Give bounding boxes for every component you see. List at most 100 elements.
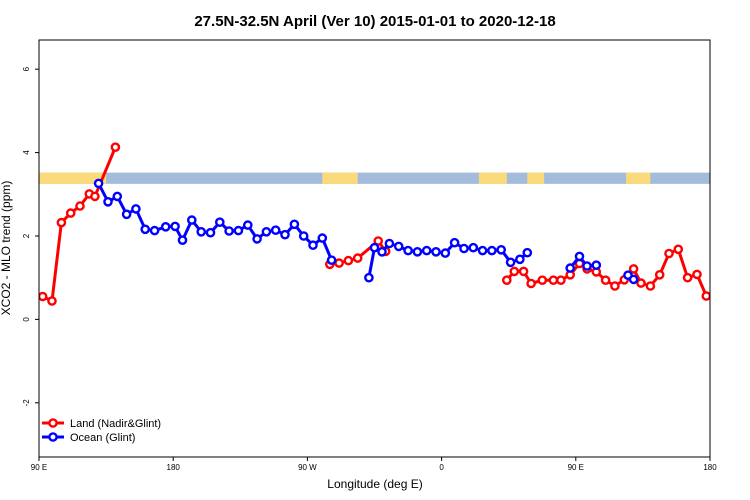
data-point: [377, 246, 387, 257]
data-point: [403, 245, 413, 256]
data-point: [56, 217, 67, 228]
y-axis-label: XCO2 - MLO trend (ppm): [0, 181, 13, 316]
data-point: [636, 278, 646, 288]
legend-label: Ocean (Glint): [70, 432, 135, 444]
series-line: [505, 247, 710, 300]
x-tick-label: 180: [703, 463, 717, 472]
land-ocean-strip: [39, 172, 750, 184]
data-point: [468, 242, 479, 253]
data-point: [90, 191, 100, 202]
x-axis-label: Longitude (deg E): [327, 477, 422, 491]
data-point: [110, 142, 121, 152]
data-point: [556, 275, 566, 286]
land-band: [39, 172, 107, 184]
data-point: [112, 191, 123, 202]
x-tick-label: 0: [439, 463, 444, 472]
x-tick-label: 90 E: [31, 463, 47, 472]
data-point: [487, 245, 497, 256]
data-point: [449, 237, 460, 248]
data-point: [343, 255, 354, 266]
data-point: [270, 225, 281, 235]
data-point: [459, 243, 469, 254]
data-point: [75, 201, 85, 211]
data-point: [654, 269, 665, 280]
x-axis: 90 E 180 90 W 0 90 E 180: [31, 457, 717, 472]
data-point: [431, 246, 441, 257]
x-tick-label: 180: [167, 463, 181, 472]
data-point: [186, 215, 197, 225]
y-axis: -2 0 2 4 6: [22, 66, 39, 406]
data-point: [582, 261, 592, 271]
ocean-band: [39, 172, 710, 184]
series-land: [39, 142, 745, 306]
land-band: [626, 172, 651, 184]
data-point: [352, 253, 363, 263]
data-point: [252, 234, 262, 244]
data-point: [526, 278, 536, 289]
x-tick-label: 90 E: [568, 463, 584, 472]
data-point: [233, 225, 244, 236]
land-band: [527, 172, 545, 184]
data-point: [131, 204, 141, 214]
data-point: [196, 226, 206, 237]
data-point: [364, 272, 374, 283]
data-point: [565, 263, 576, 273]
y-tick-label: 4: [22, 150, 31, 155]
data-point: [600, 275, 611, 286]
data-point: [645, 281, 656, 291]
data-point: [121, 209, 132, 220]
data-point: [205, 227, 216, 238]
data-point: [515, 254, 525, 265]
data-point: [628, 274, 639, 285]
data-point: [477, 245, 488, 256]
data-point: [308, 240, 318, 250]
data-point: [673, 244, 684, 255]
legend: Land (Nadir&Glint) Ocean (Glint): [42, 418, 161, 444]
legend-swatch-marker: [48, 432, 58, 442]
data-point: [440, 248, 451, 258]
data-point: [537, 275, 548, 286]
data-point: [729, 210, 736, 217]
series-layer: [39, 142, 745, 306]
x-tick-label: 90 W: [298, 463, 317, 472]
data-point: [369, 242, 380, 253]
series-ocean: [93, 178, 639, 285]
data-point: [505, 257, 516, 268]
data-point: [682, 272, 693, 283]
plot-frame: [38, 39, 711, 458]
legend-item: Land (Nadir&Glint): [42, 418, 161, 430]
data-point: [65, 208, 76, 218]
data-point: [610, 281, 620, 291]
data-point: [103, 196, 113, 207]
data-point: [509, 266, 520, 277]
data-point: [591, 260, 602, 271]
data-point: [518, 266, 529, 277]
data-point: [317, 233, 328, 243]
series-line: [42, 146, 117, 303]
data-point: [384, 238, 395, 249]
data-point: [664, 248, 674, 259]
chart-title: 27.5N-32.5N April (Ver 10) 2015-01-01 to…: [194, 13, 555, 30]
data-point: [214, 217, 225, 227]
data-point: [242, 220, 253, 230]
data-point: [373, 236, 384, 246]
data-point: [261, 226, 272, 237]
data-point: [280, 229, 290, 240]
y-tick-label: 6: [22, 66, 31, 71]
data-point: [712, 297, 719, 304]
data-point: [738, 202, 745, 209]
data-point: [721, 219, 728, 226]
land-band: [712, 173, 750, 184]
data-point: [412, 246, 423, 257]
data-point: [692, 269, 702, 280]
data-point: [496, 244, 507, 255]
data-point: [334, 258, 344, 268]
data-point: [548, 275, 559, 286]
y-tick-label: 0: [22, 317, 31, 322]
data-point: [501, 275, 512, 286]
legend-swatch-marker: [48, 418, 58, 428]
data-point: [224, 226, 234, 236]
data-point: [522, 247, 533, 258]
land-band: [478, 172, 507, 184]
